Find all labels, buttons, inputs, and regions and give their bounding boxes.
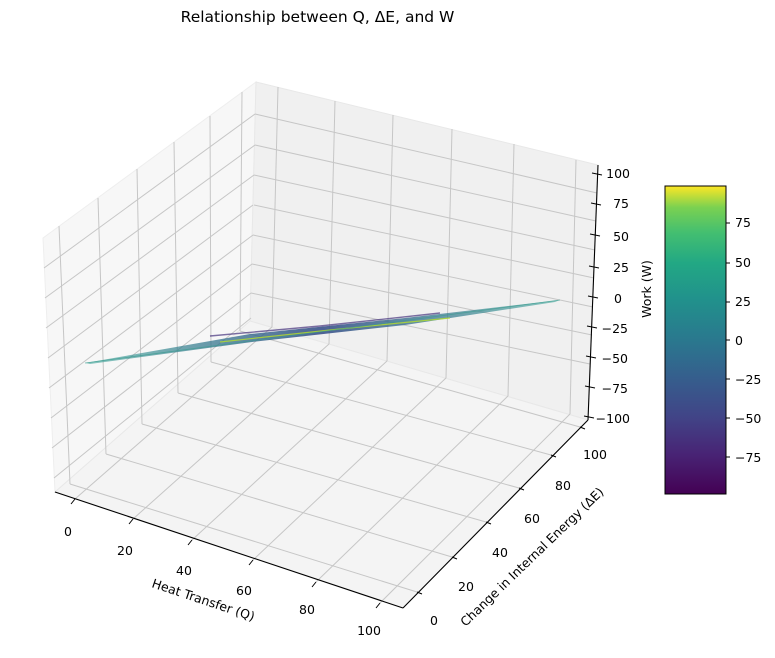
svg-text:−50: −50 — [602, 351, 628, 366]
svg-text:−75: −75 — [602, 381, 628, 396]
y-axis-ticks — [416, 426, 586, 595]
svg-text:100: 100 — [606, 166, 630, 181]
svg-text:−100: −100 — [596, 411, 630, 426]
svg-text:25: 25 — [613, 260, 629, 275]
svg-text:0: 0 — [64, 524, 72, 539]
svg-text:60: 60 — [236, 583, 252, 598]
svg-text:50: 50 — [735, 255, 751, 270]
z-tick-labels: 100 75 50 25 0 −25 −50 −75 −100 — [596, 166, 630, 426]
svg-text:75: 75 — [735, 215, 751, 230]
svg-text:−25: −25 — [735, 372, 761, 387]
z-axis-line — [587, 164, 599, 421]
colorbar: 75 50 25 0 −25 −50 −75 — [664, 185, 761, 495]
x-axis-ticks — [70, 498, 381, 609]
surface-plane — [84, 299, 561, 364]
y-axis-line — [402, 419, 589, 609]
axes-panes — [42, 80, 599, 609]
axis-lines — [54, 164, 599, 609]
z-axis-ticks — [583, 172, 603, 419]
svg-text:20: 20 — [117, 543, 133, 558]
svg-text:40: 40 — [176, 563, 192, 578]
svg-text:−50: −50 — [735, 411, 761, 426]
svg-text:60: 60 — [524, 511, 540, 526]
colorbar-gradient — [664, 185, 727, 495]
svg-text:0: 0 — [735, 333, 743, 348]
svg-text:0: 0 — [614, 291, 622, 306]
svg-text:−25: −25 — [602, 321, 628, 336]
svg-text:100: 100 — [583, 447, 607, 462]
svg-text:20: 20 — [458, 579, 474, 594]
svg-text:80: 80 — [299, 602, 315, 617]
svg-text:40: 40 — [492, 545, 508, 560]
svg-text:100: 100 — [357, 623, 381, 638]
x-axis-line — [54, 491, 404, 609]
svg-text:25: 25 — [735, 294, 751, 309]
svg-text:0: 0 — [430, 613, 438, 628]
svg-text:−75: −75 — [735, 450, 761, 465]
y-tick-labels: 0 20 40 60 80 100 — [430, 447, 607, 628]
svg-text:75: 75 — [613, 196, 629, 211]
chart-title: Relationship between Q, ΔE, and W — [180, 8, 455, 26]
x-tick-labels: 0 20 40 60 80 100 — [64, 524, 381, 638]
svg-text:50: 50 — [613, 229, 629, 244]
z-axis-label: Work (W) — [639, 260, 654, 318]
svg-text:80: 80 — [555, 478, 571, 493]
